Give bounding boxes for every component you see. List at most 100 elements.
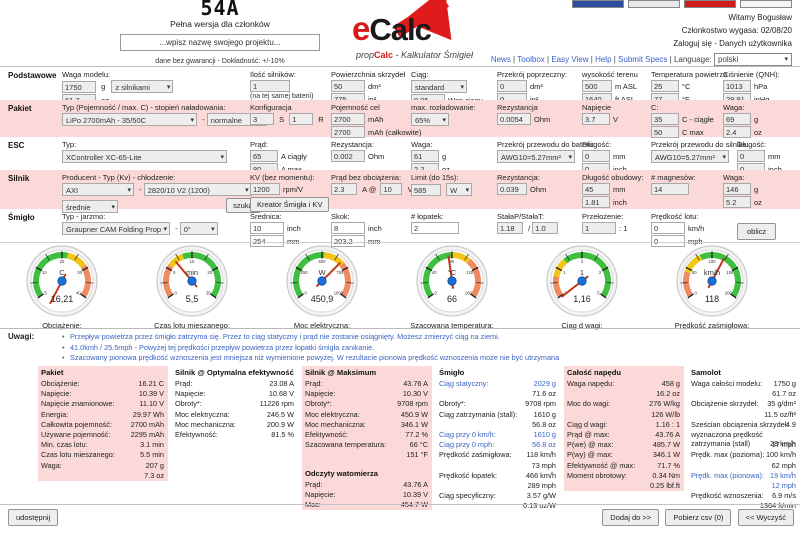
chevron-down-icon: ▾ xyxy=(784,56,788,63)
esc-weight-g-input[interactable]: 61 xyxy=(411,150,439,162)
form-row-motor: Silnik Producent - Typ (Kv) - chłodzenie… xyxy=(0,170,800,213)
form-row-esc: ESC Typ: XController XC-65-Lite ▾ Prąd: 6… xyxy=(0,137,800,175)
battery-wire-mm-input[interactable]: 0 xyxy=(582,150,610,162)
motor-cooling-select[interactable]: średnie ▾ xyxy=(62,199,118,213)
pressure-hpa-unit: hPa xyxy=(754,81,768,91)
esc-type-select[interactable]: XController XC-65-Lite ▾ xyxy=(62,150,227,163)
nav-toolbox[interactable]: Toolbox xyxy=(517,55,545,64)
cell-voltage-input[interactable]: 3.7 xyxy=(582,113,610,125)
prop-const-p-input[interactable]: 1.18 xyxy=(497,222,523,234)
cell-capacity-input[interactable]: 2700 xyxy=(331,113,365,125)
case-length-mm-input[interactable]: 45 xyxy=(582,183,610,195)
field-no-load-current: Prąd bez obciążenia: 2.3 A @ 10 V xyxy=(331,173,413,195)
prop-const-t-input[interactable]: 1.0 xyxy=(532,222,559,234)
result-value: 23.08 A xyxy=(269,379,294,388)
model-weight-mode-select[interactable]: z silnikami ▾ xyxy=(111,80,174,93)
frontal-dm2-input[interactable]: 0 xyxy=(497,80,527,92)
motor-wire-mm-input[interactable]: 0 xyxy=(737,150,765,162)
air-temp-c-input[interactable]: 25 xyxy=(651,80,679,92)
motor-weight-g-input[interactable]: 146 xyxy=(723,183,751,195)
pressure-hpa-input[interactable]: 1013 xyxy=(723,80,751,92)
prop-pitch-mm-input[interactable]: 203.2 xyxy=(331,235,365,247)
prop-type-select[interactable]: Graupner CAM Folding Prop ▾ xyxy=(62,222,170,235)
prop-kv-wizard-button[interactable]: Kreator Śmigła i KV xyxy=(250,197,330,212)
flag-grey-icon[interactable] xyxy=(628,0,680,8)
motor-model-select[interactable]: 2820/10 V2 (1200) ▾ xyxy=(143,183,252,196)
battery-weight-g-input[interactable]: 69 xyxy=(723,113,751,125)
wing-area-dm2-input[interactable]: 50 xyxy=(331,80,365,92)
model-weight-g-input[interactable]: 1750 xyxy=(62,80,96,93)
flight-speed-kmh-input[interactable]: 0 xyxy=(651,222,685,234)
chevron-down-icon: ▾ xyxy=(127,187,131,194)
case-length-in-input[interactable]: 1.81 xyxy=(582,196,610,208)
result-row: 17 mph xyxy=(688,440,800,450)
result-value: 1.16 : 1 xyxy=(655,419,680,429)
esc-current-cont-input[interactable]: 65 xyxy=(250,150,278,162)
elevation-m-input[interactable]: 500 xyxy=(582,80,612,92)
svg-text:120: 120 xyxy=(466,270,474,275)
battery-wire-select[interactable]: AWG10=5.27mm² ▾ xyxy=(497,150,575,163)
gear-ratio-input[interactable]: 1 xyxy=(582,222,616,234)
battery-type-select[interactable]: LiPo 2700mAh - 35/50C ▾ xyxy=(62,113,197,126)
add-to-button[interactable]: Dodaj do >> xyxy=(602,509,660,526)
result-key: Czas lotu mieszanego: xyxy=(41,450,115,460)
clear-button[interactable]: << Wyczyść xyxy=(737,509,794,526)
flag-red-icon[interactable] xyxy=(684,0,736,8)
cells-series-input[interactable]: 3 xyxy=(250,113,274,125)
prop-pitch-in-input[interactable]: 8 xyxy=(331,222,365,234)
share-button[interactable]: udostępnij xyxy=(8,509,59,526)
svg-text:3: 3 xyxy=(599,270,602,275)
prop-diameter-in-input[interactable]: 10 xyxy=(250,222,284,234)
blade-count-input[interactable]: 2 xyxy=(411,222,459,234)
nav-help[interactable]: Help xyxy=(595,55,612,64)
no-load-current-input[interactable]: 2.3 xyxy=(331,183,357,195)
thrust-mode-select[interactable]: standard ▾ xyxy=(411,80,467,93)
calculate-button[interactable]: oblicz xyxy=(737,223,777,240)
flight-speed-mph-input[interactable]: 0 xyxy=(651,235,685,247)
result-row: Moc elektryczna: 450.9 W xyxy=(302,410,432,420)
project-name-input[interactable]: ...wpisz nazwę swojego projektu... xyxy=(120,34,320,51)
result-row: Obroty*: 11226 rpm xyxy=(172,399,298,409)
battery-resistance-input[interactable]: 0.0054 xyxy=(497,113,531,125)
motor-limit-input[interactable]: 585 xyxy=(411,183,441,196)
prop-diameter-mm-input[interactable]: 254 xyxy=(250,235,284,247)
no-load-voltage-input[interactable]: 10 xyxy=(380,183,403,195)
result-value: 43.76 A xyxy=(655,429,680,439)
battery-wire-mm-unit: mm xyxy=(613,151,626,161)
result-value: 2029 g xyxy=(533,379,556,388)
download-csv-button[interactable]: Pobierz csv (0) xyxy=(665,509,732,526)
total-capacity-input[interactable]: 2700 xyxy=(331,126,365,138)
result-row: Efektywność: 77.2 % xyxy=(302,430,432,440)
motor-resistance-input[interactable]: 0.039 xyxy=(497,183,527,195)
svg-text:450,9: 450,9 xyxy=(311,294,334,304)
motor-limit-unit-select[interactable]: W ▾ xyxy=(446,183,473,196)
esc-resistance-input[interactable]: 0.002 xyxy=(331,150,365,162)
motor-count-input[interactable]: 1 xyxy=(250,80,290,92)
flag-blue-icon[interactable] xyxy=(572,0,624,8)
logo-calc-text: Calc xyxy=(369,12,431,47)
motor-kv-input[interactable]: 1200 xyxy=(250,183,280,195)
membership-expiry: Członkostwo wygasa: 02/08/20 xyxy=(681,26,792,35)
field-esc-type: Typ: XController XC-65-Lite ▾ xyxy=(62,140,227,163)
results-airplane: Samolot Waga całości modelu: 1750 g 61.7 oz… xyxy=(688,366,800,511)
account-links[interactable]: Zaloguj się - Danych użytkownika xyxy=(673,39,792,48)
magnets-input[interactable]: 14 xyxy=(651,183,689,195)
nav-news[interactable]: News xyxy=(490,55,511,64)
max-discharge-select[interactable]: 65% ▾ xyxy=(411,113,449,126)
flag-white-icon[interactable] xyxy=(740,0,792,8)
esc-type-value: XController XC-65-Lite xyxy=(66,153,142,162)
prop-yoke-select[interactable]: 0° ▾ xyxy=(179,222,218,235)
c-max-input[interactable]: 50 xyxy=(651,126,679,138)
nav-easyview[interactable]: Easy View xyxy=(551,55,589,64)
nav-submitspecs[interactable]: Submit Specs xyxy=(618,55,668,64)
c-continuous-input[interactable]: 35 xyxy=(651,113,679,125)
motor-weight-oz-input[interactable]: 5.2 xyxy=(723,196,751,208)
motor-wire-select[interactable]: AWG10=5.27mm² ▾ xyxy=(651,150,729,163)
cells-parallel-input[interactable]: 1 xyxy=(289,113,314,125)
motor-maker-select[interactable]: AXI ▾ xyxy=(62,183,134,196)
language-select[interactable]: polski ▾ xyxy=(714,53,792,66)
magnets-caption: # magnesów: xyxy=(651,173,696,182)
battery-weight-oz-input[interactable]: 2.4 xyxy=(723,126,751,138)
motor-wire-length-caption: Długość: xyxy=(737,140,767,149)
gauge-pitch-speed: 0 50 100 150 200 km/h 118 Prędkość zaśmigłowa: xyxy=(673,245,751,330)
